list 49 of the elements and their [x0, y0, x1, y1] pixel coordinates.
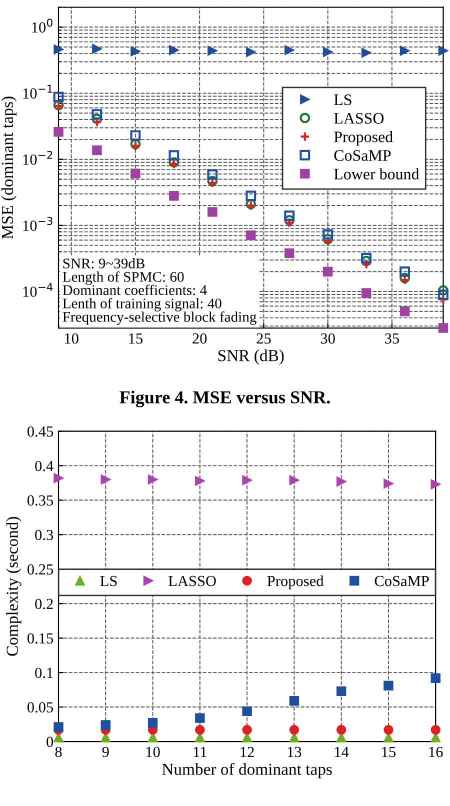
y-tick-label: 0.3	[35, 530, 54, 540]
x-tick-label: 10	[65, 333, 78, 344]
y-tick-label: 0	[46, 736, 54, 747]
legend-label: LS	[334, 94, 352, 106]
legend-label: Proposed	[267, 575, 324, 590]
x-tick-label: 35	[385, 333, 399, 344]
legend-label: LS	[100, 576, 117, 586]
y-tick-label: 0.05	[27, 702, 54, 713]
y-tick-label: 10$^{−1}$	[23, 84, 52, 99]
x-tick-label: 25	[256, 333, 271, 344]
y-tick-label: 10$^{−4}$	[23, 283, 53, 297]
annotation: SNR: 9~39dB	[63, 258, 144, 268]
x-tick-label: 10	[146, 746, 160, 758]
y-axis-title: MSE (dominant taps)	[1, 96, 16, 239]
x-tick-label: 9	[102, 746, 109, 758]
x-tick-label: 15	[382, 746, 396, 758]
y-tick-label: 0.1	[35, 668, 53, 678]
legend-label: Lower bound	[334, 168, 420, 180]
x-tick-label: 11	[194, 746, 206, 757]
y-tick-label: 0.2	[35, 598, 53, 610]
y-tick-label: 0.25	[27, 564, 54, 575]
x-tick-label: 30	[320, 333, 335, 344]
legend-label: Proposed	[334, 131, 393, 146]
y-tick-label: 0.4	[35, 460, 54, 472]
x-tick-label: 12	[240, 746, 254, 757]
y-tick-label: 0.45	[27, 426, 54, 437]
x-tick-label: 14	[335, 746, 349, 757]
y-axis-title: Complexity (second)	[6, 516, 22, 656]
y-tick-label: 10$^{−3}$	[23, 216, 52, 231]
annotation: Lenth of training signal: 40	[62, 298, 222, 312]
x-tick-label: 16	[429, 746, 443, 758]
caption: Figure 4. MSE versus SNR.	[120, 390, 330, 408]
y-tick-label: 10$^{−2}$	[23, 150, 52, 165]
x-tick-label: 20	[192, 333, 207, 344]
y-tick-label: 0.15	[27, 633, 54, 644]
x-axis-title: Number of dominant taps	[162, 763, 332, 778]
x-tick-label: 15	[129, 333, 142, 344]
legend-label: LASSO	[334, 112, 384, 124]
annotation: Length of SPMC: 60	[62, 271, 184, 285]
x-tick-label: 8	[55, 746, 62, 758]
annotation: Frequency-selective block fading	[62, 311, 256, 325]
legend-label: CoSaMP	[334, 150, 391, 161]
annotation: Dominant coefficients: 4	[62, 284, 207, 296]
y-tick-label: 10$^{0}$	[32, 18, 52, 33]
x-tick-label: 13	[288, 746, 302, 758]
y-tick-label: 0.35	[27, 495, 54, 506]
x-axis-title: SNR (dB)	[218, 350, 284, 365]
legend-label: LASSO	[168, 576, 216, 586]
legend-label: CoSaMP	[374, 576, 429, 586]
